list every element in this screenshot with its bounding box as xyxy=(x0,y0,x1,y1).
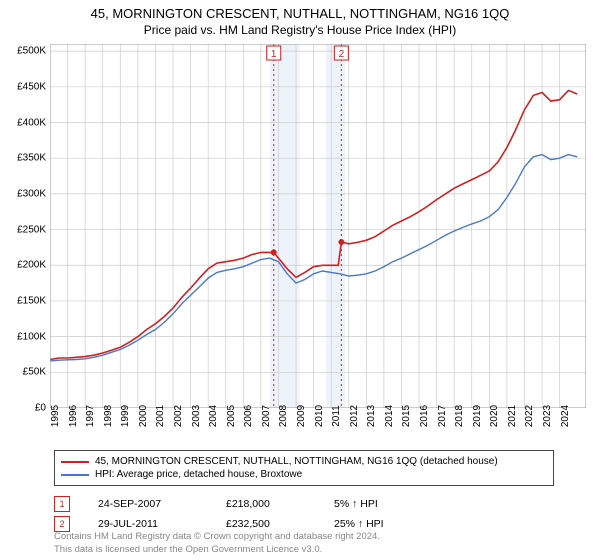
x-tick-label: 2009 xyxy=(296,405,307,427)
x-tick-label: 2015 xyxy=(401,405,412,427)
x-tick-label: 2008 xyxy=(278,405,289,427)
sale-date-2: 29-JUL-2011 xyxy=(98,518,198,530)
x-tick-label: 2010 xyxy=(314,405,325,427)
x-tick-label: 2017 xyxy=(437,405,448,427)
x-tick-label: 2001 xyxy=(155,405,166,427)
footer-line-1: Contains HM Land Registry data © Crown c… xyxy=(54,531,380,543)
legend-swatch-property xyxy=(61,461,89,463)
y-tick-label: £200K xyxy=(0,260,46,271)
chart-title: 45, MORNINGTON CRESCENT, NUTHALL, NOTTIN… xyxy=(0,0,600,21)
x-tick-label: 2011 xyxy=(331,405,342,427)
y-tick-label: £100K xyxy=(0,331,46,342)
x-tick-label: 2003 xyxy=(191,405,202,427)
y-tick-label: £150K xyxy=(0,295,46,306)
legend-swatch-hpi xyxy=(61,474,89,476)
x-tick-label: 2004 xyxy=(208,405,219,427)
sale-marker-1: 1 xyxy=(54,496,70,512)
x-tick-label: 1995 xyxy=(50,405,61,427)
x-tick-label: 1996 xyxy=(68,405,79,427)
x-tick-label: 2020 xyxy=(489,405,500,427)
x-tick-label: 2016 xyxy=(419,405,430,427)
y-tick-label: £400K xyxy=(0,117,46,128)
y-tick-label: £450K xyxy=(0,81,46,92)
x-tick-label: 2002 xyxy=(173,405,184,427)
legend: 45, MORNINGTON CRESCENT, NUTHALL, NOTTIN… xyxy=(54,450,554,486)
x-tick-label: 2021 xyxy=(507,405,518,427)
svg-text:1: 1 xyxy=(271,49,277,60)
x-tick-label: 2014 xyxy=(384,405,395,427)
y-tick-label: £50K xyxy=(0,367,46,378)
x-tick-label: 2022 xyxy=(524,405,535,427)
footer: Contains HM Land Registry data © Crown c… xyxy=(54,531,380,556)
sale-row-1: 1 24-SEP-2007 £218,000 5% ↑ HPI xyxy=(54,494,384,514)
sale-price-2: £232,500 xyxy=(226,518,306,530)
svg-text:2: 2 xyxy=(339,49,345,60)
x-tick-label: 2013 xyxy=(366,405,377,427)
x-tick-label: 2024 xyxy=(560,405,571,427)
x-tick-label: 2023 xyxy=(542,405,553,427)
sale-pct-1: 5% ↑ HPI xyxy=(334,498,378,510)
chart-container: 45, MORNINGTON CRESCENT, NUTHALL, NOTTIN… xyxy=(0,0,600,560)
legend-item-hpi: HPI: Average price, detached house, Brox… xyxy=(61,468,547,481)
x-tick-label: 1998 xyxy=(103,405,114,427)
footer-line-2: This data is licensed under the Open Gov… xyxy=(54,544,380,556)
chart-svg: 12 xyxy=(50,44,586,408)
x-tick-label: 2019 xyxy=(472,405,483,427)
legend-item-property: 45, MORNINGTON CRESCENT, NUTHALL, NOTTIN… xyxy=(61,455,547,468)
sale-marker-2: 2 xyxy=(54,516,70,532)
sale-date-1: 24-SEP-2007 xyxy=(98,498,198,510)
legend-label-property: 45, MORNINGTON CRESCENT, NUTHALL, NOTTIN… xyxy=(95,456,498,467)
y-tick-label: £350K xyxy=(0,153,46,164)
y-tick-label: £250K xyxy=(0,224,46,235)
chart-area: 12 xyxy=(50,44,586,408)
y-tick-label: £0 xyxy=(0,403,46,414)
x-tick-label: 1999 xyxy=(120,405,131,427)
x-tick-label: 2005 xyxy=(226,405,237,427)
sale-pct-2: 25% ↑ HPI xyxy=(334,518,384,530)
x-tick-label: 2000 xyxy=(138,405,149,427)
x-tick-label: 2007 xyxy=(261,405,272,427)
legend-label-hpi: HPI: Average price, detached house, Brox… xyxy=(95,469,302,480)
chart-subtitle: Price paid vs. HM Land Registry's House … xyxy=(0,21,600,37)
x-tick-label: 1997 xyxy=(85,405,96,427)
sale-price-1: £218,000 xyxy=(226,498,306,510)
x-tick-label: 2006 xyxy=(243,405,254,427)
y-tick-label: £300K xyxy=(0,188,46,199)
x-tick-label: 2012 xyxy=(349,405,360,427)
x-tick-label: 2018 xyxy=(454,405,465,427)
sales-list: 1 24-SEP-2007 £218,000 5% ↑ HPI 2 29-JUL… xyxy=(54,494,384,534)
y-tick-label: £500K xyxy=(0,46,46,57)
